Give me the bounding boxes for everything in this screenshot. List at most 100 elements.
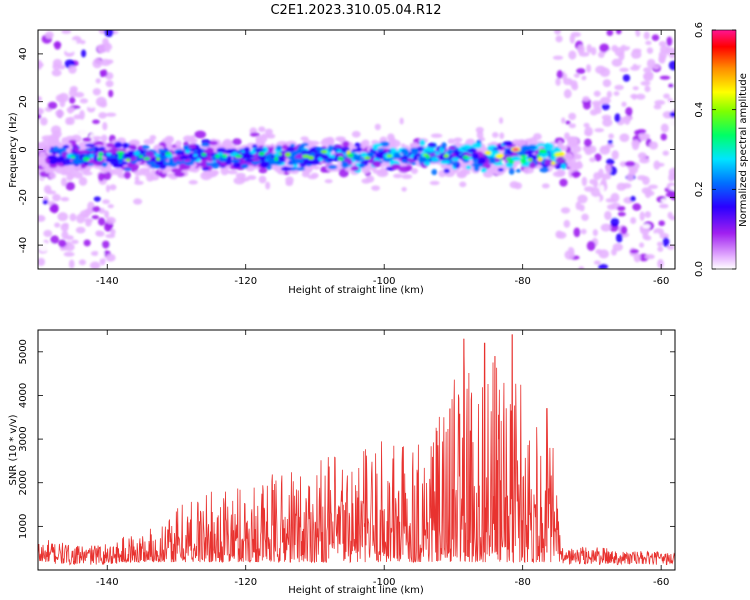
heatmap-cell [523,167,534,174]
heatmap-cell [194,130,207,139]
heatmap-cell [95,230,102,237]
heatmap-cell [92,88,101,96]
heatmap-cell [466,148,477,153]
heatmap-cell [78,259,87,266]
heatmap-cell [214,154,221,159]
heatmap-cell [104,210,110,219]
heatmap-cell [282,144,289,150]
heatmap-cell [642,176,650,185]
heatmap-cell [631,141,640,151]
heatmap-cell [668,52,675,59]
heatmap-cell [663,93,670,99]
heatmap-cell [42,199,49,205]
heatmap-cell [642,198,652,205]
heatmap-cell [636,129,647,134]
heatmap-cell [576,68,586,74]
heatmap-cell [79,98,89,104]
heatmap-cell [47,101,58,110]
heatmap-cell [580,228,587,235]
heatmap-cell [559,178,568,187]
heatmap-cell [134,180,144,185]
heatmap-cell [123,171,131,179]
heatmap-cell [101,162,108,168]
colorbar: 0.0 0.2 0.4 0.6 Normalized spectral amplitu… [694,22,749,277]
heatmap-cell [213,196,220,203]
heatmap-cell [101,240,110,249]
heatmap-cell [556,231,567,239]
heatmap-cell [258,167,268,174]
heatmap-cell [106,152,112,157]
heatmap-cell [651,34,660,42]
heatmap-cell [613,91,620,96]
heatmap-cell [670,173,675,181]
heatmap-cell [660,133,667,141]
heatmap-cell [249,132,260,137]
heatmap-cell [61,137,68,145]
heatmap-cell [258,151,265,156]
heatmap-cell [598,249,610,259]
heatmap-cell [645,40,652,46]
heatmap-cell [97,250,105,259]
heatmap-cell [431,169,438,176]
heatmap-cell [107,148,119,154]
heatmap-cell [100,134,108,142]
heatmap-cell [174,171,185,177]
heatmap-cell [660,198,669,203]
heatmap-cell [295,167,306,171]
heatmap-cell [65,43,76,53]
heatmap-cell [308,158,320,166]
heatmap-cell [565,59,577,64]
heatmap-cell [666,244,675,250]
heatmap-cell [65,181,75,191]
heatmap-cell [606,90,612,99]
heatmap-cell [568,112,577,121]
heatmap-cell [637,152,647,160]
colorbar-tick-label: 0.4 [694,102,705,118]
heatmap-cell [251,144,258,149]
snr-panel: -140 -120 -100 -80 -60 10002000300040005000 … [8,329,676,596]
heatmap-cell [58,64,66,70]
heatmap-cell [225,148,234,155]
heatmap-cell [410,148,420,156]
heatmap-cell [65,117,72,125]
heatmap-cell [201,152,207,157]
heatmap-cell [589,178,597,185]
heatmap-cell [69,213,77,222]
heatmap-cell [658,220,666,227]
heatmap-cell [82,156,90,162]
heatmap-cell [541,183,550,189]
heatmap-cell [295,130,301,139]
heatmap-cell [79,40,86,45]
heatmap-cell [642,223,651,229]
heatmap-cell [419,139,426,147]
x-tick-label: -140 [96,577,119,588]
heatmap-cell [625,106,633,116]
heatmap-cell [619,125,627,133]
heatmap-cell [92,119,100,125]
heatmap-cell [508,167,515,175]
heatmap-cell [102,149,108,153]
heatmap-cell [106,142,115,148]
heatmap-cell [335,136,346,142]
heatmap-cell [602,79,612,88]
heatmap-cell [563,89,572,99]
heatmap-cell [38,113,42,119]
heatmap-cell [643,67,652,73]
heatmap-cell [84,31,94,39]
heatmap-cell [579,204,585,212]
heatmap-cell [611,248,617,256]
heatmap-cell [632,203,642,211]
heatmap-cell [588,145,597,154]
colorbar-frame [711,29,737,270]
heatmap-cell [359,163,366,169]
heatmap-cell [476,157,486,165]
heatmap-cell [401,159,407,164]
heatmap-cell [66,106,75,113]
spectrogram-x-label: Height of straight line (km) [288,285,424,296]
heatmap-cell [274,156,279,162]
heatmap-cell [92,58,103,69]
heatmap-cell [199,161,207,168]
heatmap-cell [40,117,48,126]
heatmap-cell [425,154,431,160]
heatmap-cell [563,77,573,86]
